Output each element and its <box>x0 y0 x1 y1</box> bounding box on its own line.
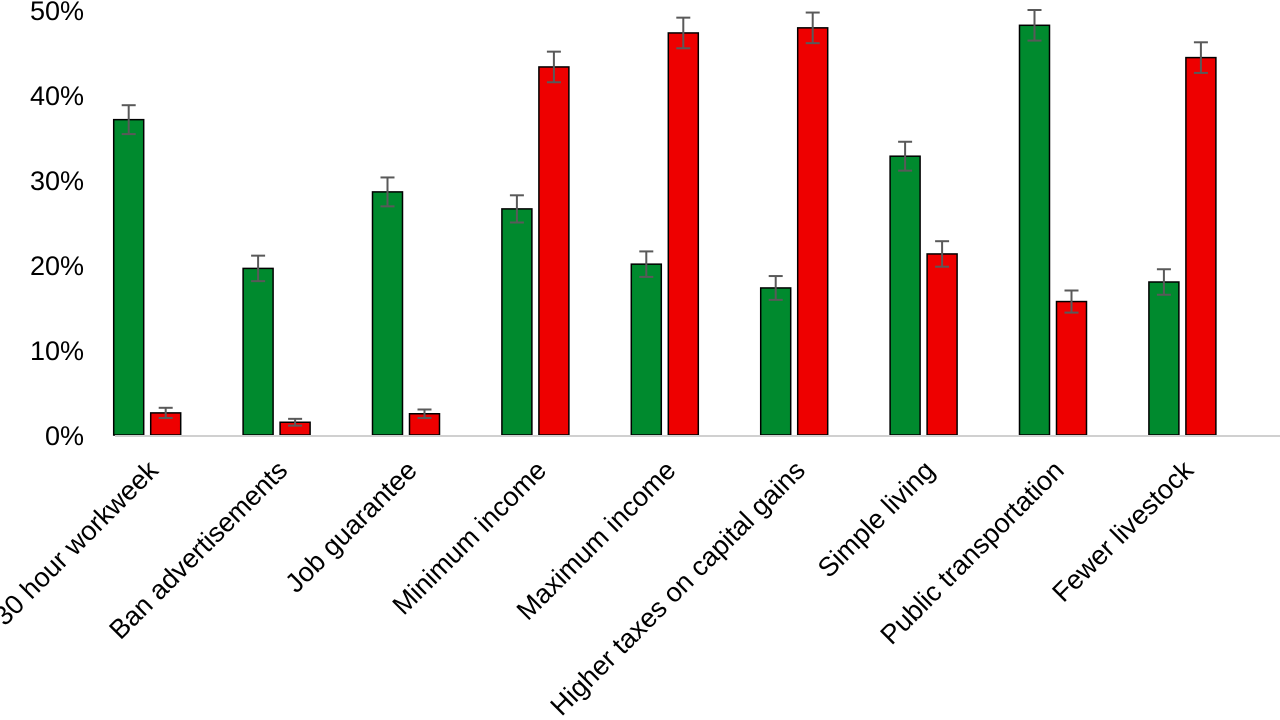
y-tick-label: 40% <box>30 81 84 111</box>
y-tick-label: 0% <box>45 421 84 451</box>
bar <box>538 66 570 436</box>
bar <box>1148 281 1180 436</box>
bar <box>371 191 404 436</box>
bar <box>501 208 533 436</box>
error-bars <box>121 9 1208 427</box>
y-tick-label: 50% <box>30 0 84 26</box>
category-label: Higher taxes on capital gains <box>545 455 811 720</box>
bar <box>1055 300 1088 436</box>
y-axis-tick-labels: 0% 10% 20% 30% 40% 50% <box>30 0 84 451</box>
bar <box>926 253 958 436</box>
category-label: Job guarantee <box>279 455 422 598</box>
category-label: Simple living <box>812 455 940 583</box>
bar <box>242 267 274 436</box>
bars <box>112 24 1217 436</box>
bar <box>1185 56 1217 436</box>
y-tick-label: 30% <box>30 166 84 196</box>
bar <box>889 155 921 436</box>
y-tick-label: 10% <box>30 336 84 366</box>
bar <box>759 287 792 436</box>
bar <box>796 27 829 436</box>
bar <box>667 32 700 436</box>
category-label: Fewer livestock <box>1046 455 1199 608</box>
bar <box>112 118 145 436</box>
bar <box>1018 24 1051 436</box>
bar <box>630 263 663 436</box>
y-tick-label: 20% <box>30 251 84 281</box>
